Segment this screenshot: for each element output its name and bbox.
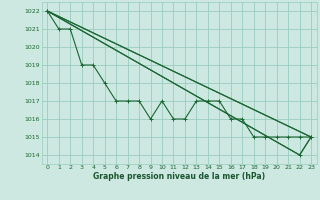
X-axis label: Graphe pression niveau de la mer (hPa): Graphe pression niveau de la mer (hPa) [93, 172, 265, 181]
